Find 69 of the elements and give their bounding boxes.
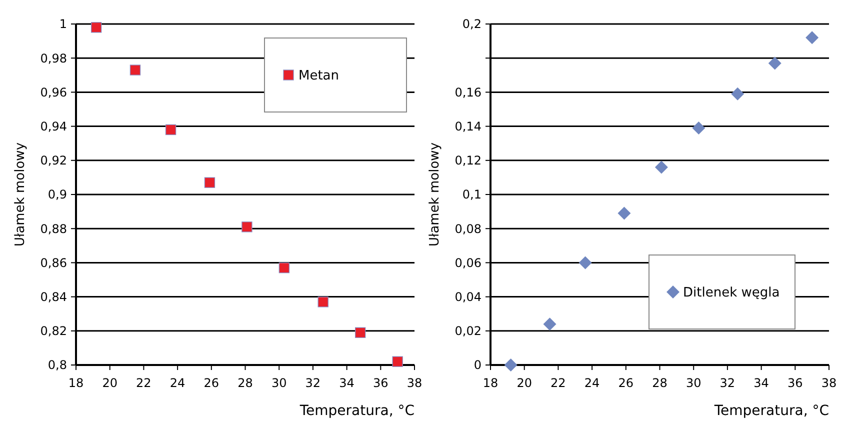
point xyxy=(543,318,556,331)
point xyxy=(90,22,102,33)
y-axis-title: Ułamek molowy xyxy=(13,142,28,247)
y-axis-title: Ułamek molowy xyxy=(428,142,442,247)
point xyxy=(578,256,592,270)
x-tick-label: 28 xyxy=(652,376,668,390)
legend-label: Metan xyxy=(298,68,340,84)
y-tick-label: 0,9 xyxy=(48,188,67,202)
x-tick-label: 20 xyxy=(516,376,532,390)
point xyxy=(731,87,744,100)
point xyxy=(504,358,518,372)
point xyxy=(130,64,141,76)
x-tick-label: 20 xyxy=(102,376,118,390)
point xyxy=(242,222,252,232)
point xyxy=(318,296,328,308)
point xyxy=(278,262,290,274)
y-tick-label: 0,84 xyxy=(40,290,67,304)
x-tick-label: 18 xyxy=(482,376,498,390)
y-tick-label: 0,82 xyxy=(40,324,67,338)
y-tick-label: 0 xyxy=(474,358,482,372)
y-tick-label: 0,04 xyxy=(454,290,482,304)
point xyxy=(204,177,216,188)
point xyxy=(654,160,668,174)
y-tick-label: 0,16 xyxy=(454,85,482,100)
legend: Ditlenek węgla xyxy=(648,254,796,330)
x-tick-label: 38 xyxy=(406,376,422,390)
x-axis-title: Temperatura, °C xyxy=(713,403,830,419)
point xyxy=(768,56,782,70)
x-tick-label: 32 xyxy=(305,376,321,390)
x-tick-label: 26 xyxy=(618,376,634,390)
x-tick-label: 34 xyxy=(754,376,769,390)
y-tick-label: 0,96 xyxy=(40,85,67,100)
x-tick-label: 30 xyxy=(686,376,702,390)
x-tick-label: 38 xyxy=(821,376,837,390)
y-tick-label: 0,86 xyxy=(40,256,67,270)
y-tick-label: 0,94 xyxy=(40,120,67,134)
x-tick-label: 34 xyxy=(339,376,354,390)
x-tick-label: 36 xyxy=(373,376,388,390)
x-tick-label: 32 xyxy=(720,376,736,390)
y-tick-label: 0,08 xyxy=(454,222,482,236)
x-tick-label: 36 xyxy=(788,376,803,390)
legend: Metan xyxy=(264,38,407,112)
point xyxy=(692,122,706,135)
y-tick-label: 0,98 xyxy=(40,51,67,66)
y-tick-label: 0,1 xyxy=(462,188,482,202)
y-tick-label: 0,14 xyxy=(454,120,482,134)
y-tick-label: 0,92 xyxy=(40,154,67,168)
x-tick-label: 22 xyxy=(136,376,152,390)
legend-label: Ditlenek węgla xyxy=(683,286,780,301)
x-tick-label: 30 xyxy=(271,376,287,390)
x-axis-title: Temperatura, °C xyxy=(298,403,415,419)
point xyxy=(392,356,403,367)
y-tick-label: 0,2 xyxy=(462,17,482,32)
point xyxy=(165,124,176,136)
x-tick-label: 28 xyxy=(238,376,253,390)
point xyxy=(618,206,631,220)
x-tick-label: 22 xyxy=(550,376,566,390)
y-tick-label: 0,02 xyxy=(454,324,482,338)
y-tick-label: 1 xyxy=(59,17,67,32)
y-tick-label: 0,06 xyxy=(454,256,482,270)
x-tick-label: 18 xyxy=(68,376,84,390)
x-tick-label: 26 xyxy=(204,376,220,390)
x-tick-label: 24 xyxy=(584,376,600,390)
y-tick-label: 0,8 xyxy=(48,358,67,372)
point xyxy=(806,31,819,44)
y-tick-label: 0,88 xyxy=(40,222,67,236)
point xyxy=(354,327,366,338)
y-tick-label: 0,12 xyxy=(454,154,482,168)
x-tick-label: 24 xyxy=(170,376,186,390)
